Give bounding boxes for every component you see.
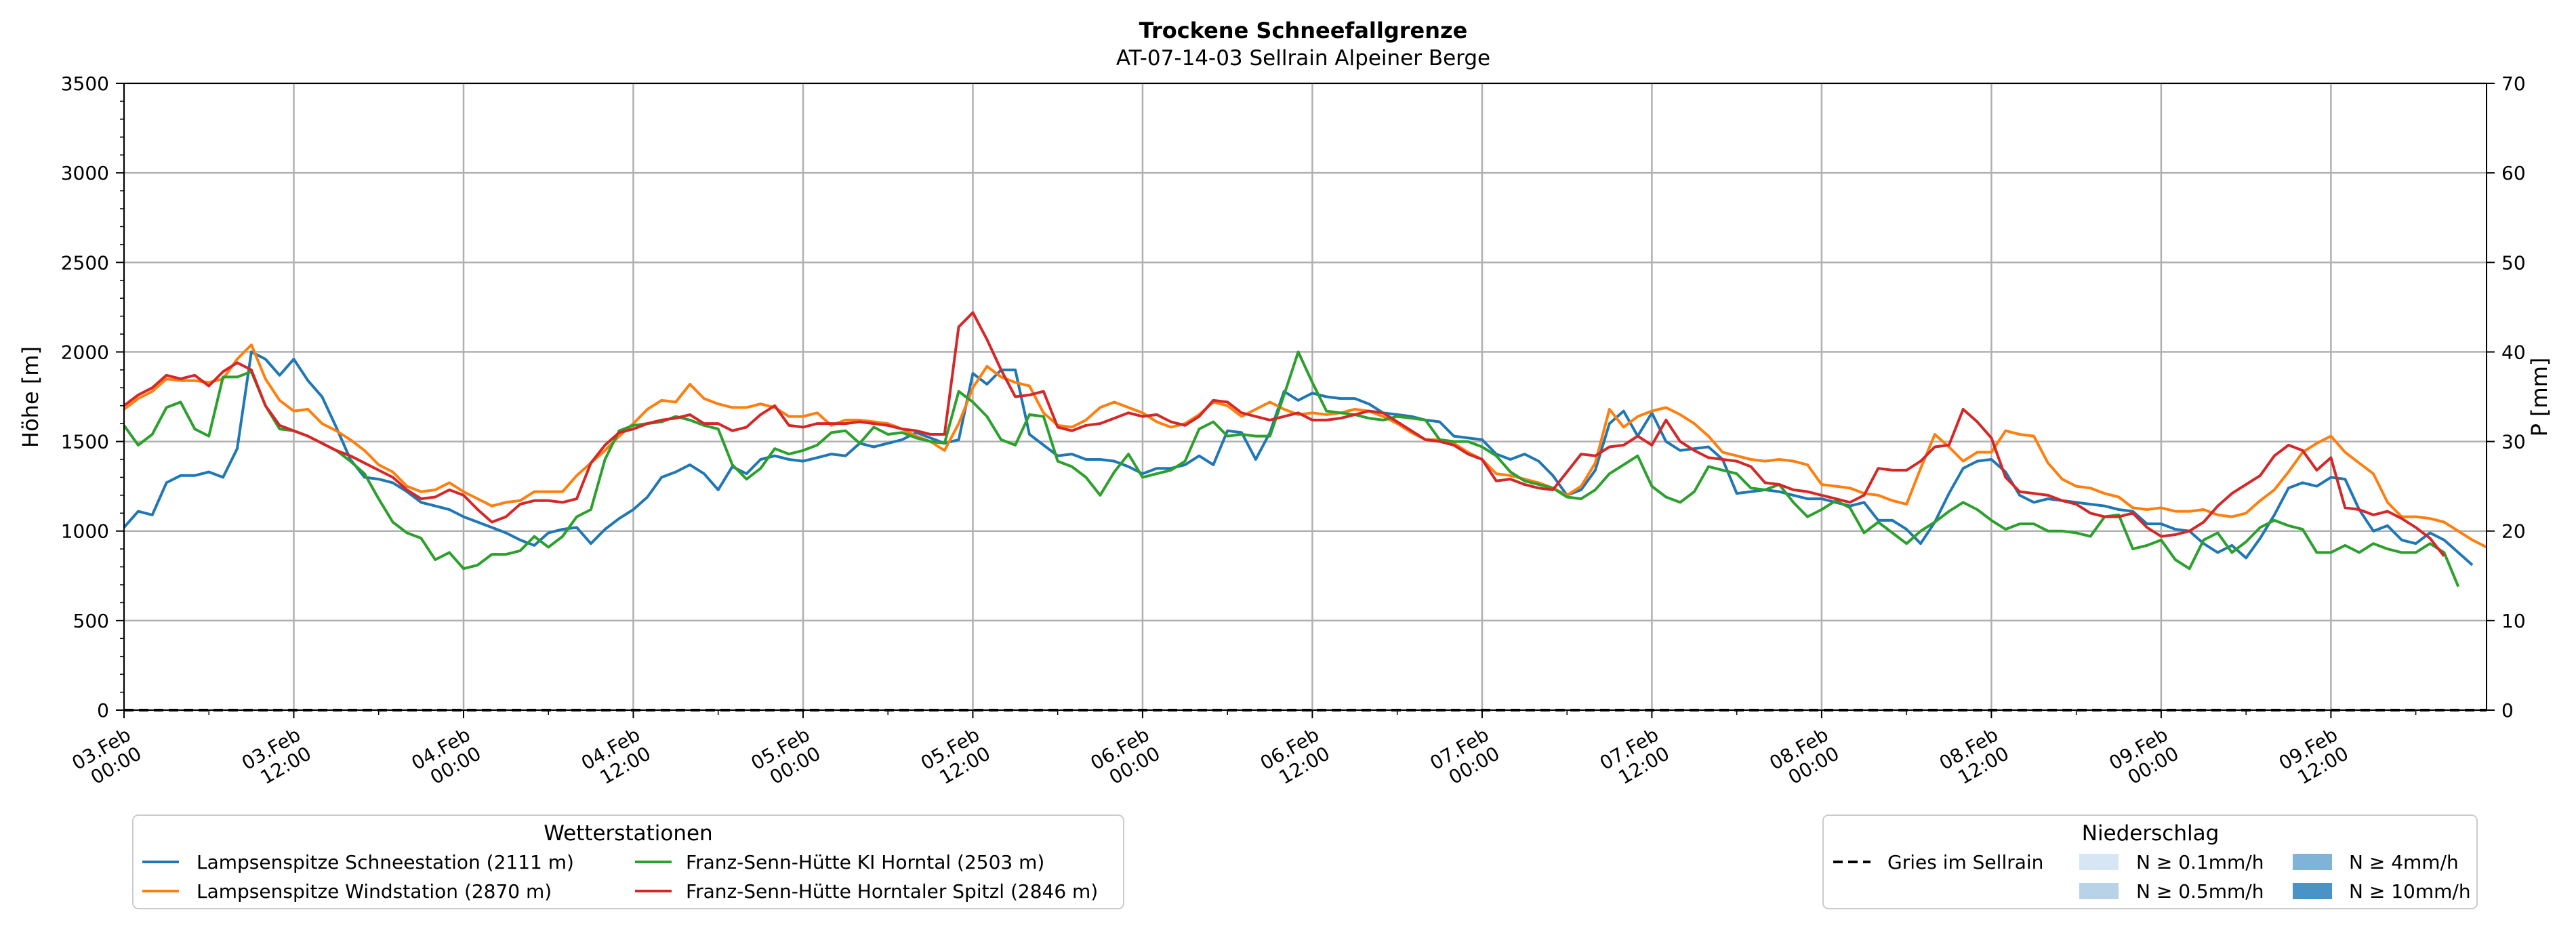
y-axis-label: Höhe [m] (18, 346, 43, 448)
y2-tick-label: 60 (2501, 162, 2526, 184)
series-franz-senn-horntaler-spitzl (123, 311, 2445, 557)
plot-frame (123, 83, 2487, 711)
y-tick-label: 3500 (61, 73, 109, 95)
legend-stations-box (132, 814, 1124, 909)
series-franz-senn-kl-horntal (123, 350, 2460, 587)
legend-label-gries-im-sellrain: Gries im Sellrain (1887, 851, 2043, 873)
y2-tick-label: 50 (2501, 251, 2526, 274)
legend-label-franz-senn-horntaler-spitzl: Franz-Senn-Hütte Horntaler Spitzl (2846 … (686, 880, 1098, 903)
series-lines (123, 311, 2487, 711)
legend-label-n-0-1: N ≥ 0.1mm/h (2136, 851, 2264, 873)
legend-swatch-n-0-5 (2079, 883, 2119, 899)
legend-label-lampsenspitze-schneestation: Lampsenspitze Schneestation (2111 m) (197, 851, 574, 873)
grid-lines (123, 82, 2487, 711)
y-tick-label: 3000 (61, 162, 109, 184)
y2-tick-label: 40 (2501, 341, 2526, 363)
y2-tick-label: 30 (2501, 431, 2526, 453)
legend-precip-title: Niederschlag (2082, 821, 2220, 846)
y-axis-right: 0 10 20 30 40 50 60 70 (2487, 73, 2526, 722)
y-tick-label: 0 (97, 699, 109, 722)
y-axis-left: 0 500 1000 1500 2000 2500 3000 3500 (61, 73, 124, 722)
y-tick-label: 2500 (61, 251, 109, 274)
y2-tick-label: 70 (2501, 73, 2526, 95)
legend-label-n-4: N ≥ 4mm/h (2349, 851, 2459, 873)
legend-label-lampsenspitze-windstation: Lampsenspitze Windstation (2870 m) (197, 880, 552, 903)
y-tick-label: 2000 (61, 341, 109, 363)
chart-title: Trockene Schneefallgrenze (1139, 18, 1468, 43)
legend-swatch-n-10 (2293, 883, 2332, 899)
legend-label-franz-senn-kl-horntal: Franz-Senn-Hütte KI Horntal (2503 m) (686, 851, 1044, 873)
y-tick-label: 500 (73, 610, 109, 632)
legend-stations: Wetterstationen Lampsenspitze Schneestat… (132, 814, 1124, 909)
y2-tick-label: 0 (2501, 699, 2514, 722)
chart-subtitle: AT-07-14-03 Sellrain Alpeiner Berge (1116, 46, 1490, 70)
y2-tick-label: 20 (2501, 520, 2526, 543)
legend-label-n-0-5: N ≥ 0.5mm/h (2136, 880, 2264, 903)
legend-label-n-10: N ≥ 10mm/h (2349, 880, 2471, 903)
y2-tick-label: 10 (2501, 610, 2526, 632)
legend-swatch-n-0-1 (2079, 854, 2119, 870)
y-tick-label: 1000 (61, 520, 109, 543)
y-tick-label: 1500 (61, 431, 109, 453)
legend-stations-title: Wetterstationen (544, 821, 712, 846)
series-lampsenspitze-schneestation (123, 350, 2474, 566)
legend-precip: Niederschlag Gries im Sellrain N ≥ 0.1mm… (1822, 814, 2478, 909)
y2-axis-label: P [mm] (2527, 358, 2552, 437)
series-lampsenspitze-windstation (123, 343, 2487, 549)
legend-swatch-n-4 (2293, 854, 2332, 870)
